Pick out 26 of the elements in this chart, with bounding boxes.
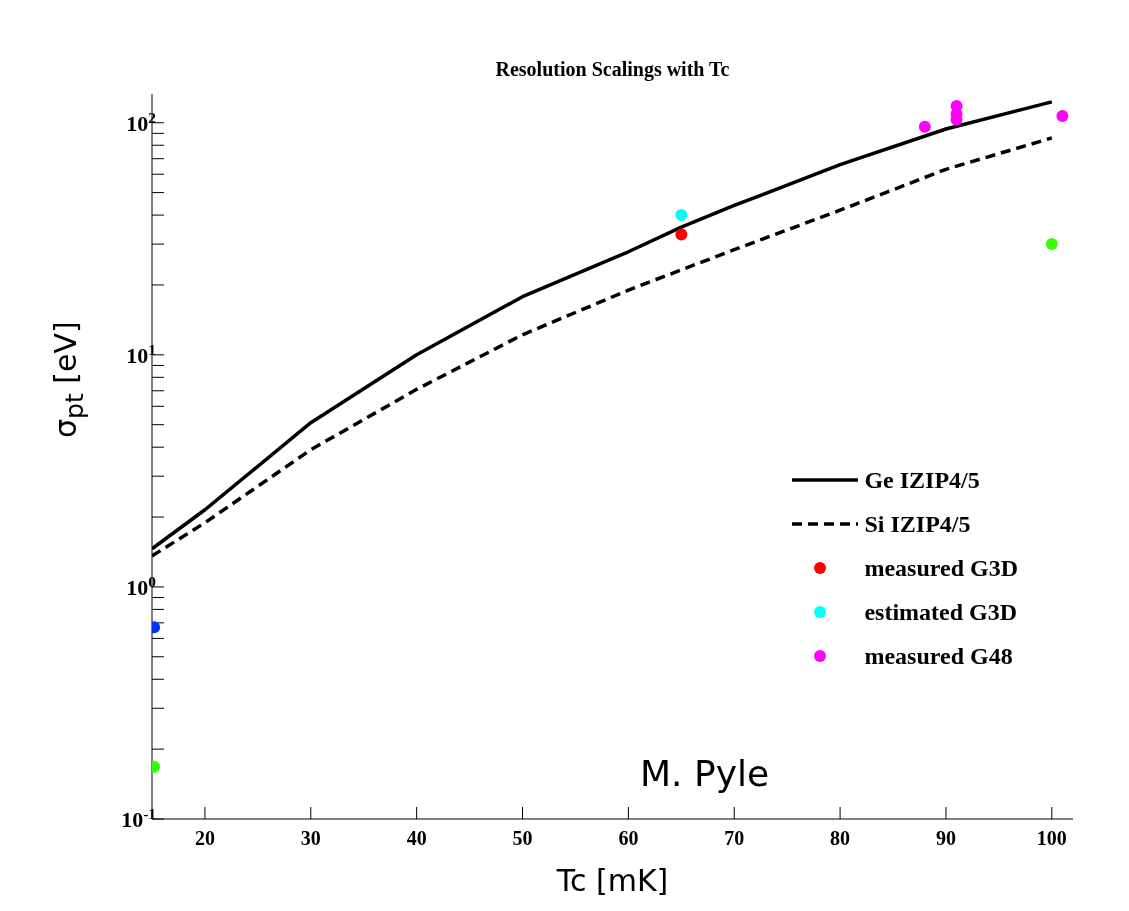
x-tick-label: 80 xyxy=(830,827,851,850)
legend-label: estimated G3D xyxy=(864,598,1018,626)
legend-label: measured G3D xyxy=(864,554,1018,582)
point xyxy=(675,209,688,222)
y-tick-label: 10$^{0}$ xyxy=(126,572,157,600)
x-tick-label: 70 xyxy=(724,827,745,850)
legend-label: Ge IZIP4/5 xyxy=(864,466,980,494)
chart-title: Resolution Scalings with Tc xyxy=(494,58,731,81)
legend-label: Si IZIP4/5 xyxy=(864,510,971,538)
x-tick-label: 30 xyxy=(300,827,321,850)
x-tick-label: 90 xyxy=(935,827,956,850)
point xyxy=(918,120,931,133)
y-tick-label: 10$^{1}$ xyxy=(126,340,156,368)
point xyxy=(1056,109,1069,122)
x-tick-label: 20 xyxy=(194,827,215,850)
point xyxy=(1045,238,1058,251)
x-axis-title: Tc [mK] xyxy=(555,863,670,898)
x-tick-label: 100 xyxy=(1036,827,1067,850)
y-tick-label: 10$^{2}$ xyxy=(126,108,157,136)
y-tick-label: 10$^{-1}$ xyxy=(121,804,156,832)
x-tick-label: 50 xyxy=(512,827,533,850)
x-tick-label: 60 xyxy=(618,827,639,850)
point xyxy=(675,228,688,241)
annotation: M. Pyle xyxy=(640,753,770,794)
legend-label: measured G48 xyxy=(864,642,1013,670)
x-tick-label: 40 xyxy=(406,827,427,850)
